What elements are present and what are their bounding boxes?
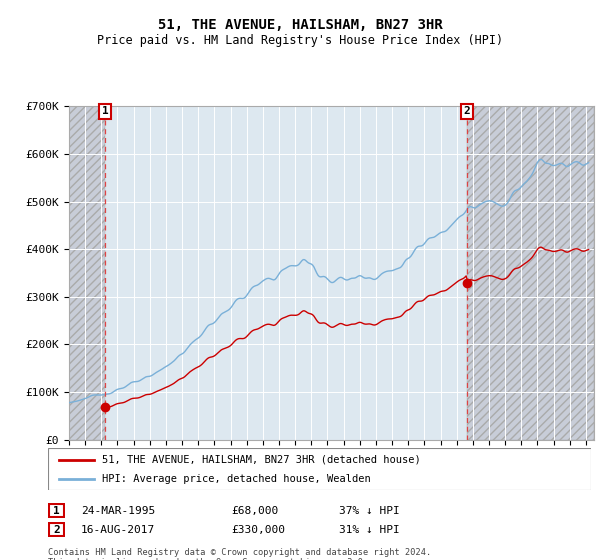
Text: 31% ↓ HPI: 31% ↓ HPI — [339, 525, 400, 535]
Text: 51, THE AVENUE, HAILSHAM, BN27 3HR (detached house): 51, THE AVENUE, HAILSHAM, BN27 3HR (deta… — [103, 455, 421, 465]
Text: HPI: Average price, detached house, Wealden: HPI: Average price, detached house, Weal… — [103, 474, 371, 484]
Text: 51, THE AVENUE, HAILSHAM, BN27 3HR: 51, THE AVENUE, HAILSHAM, BN27 3HR — [158, 18, 442, 32]
Text: 1: 1 — [53, 506, 60, 516]
FancyBboxPatch shape — [49, 504, 64, 517]
Text: 37% ↓ HPI: 37% ↓ HPI — [339, 506, 400, 516]
Bar — [69, 106, 105, 440]
FancyBboxPatch shape — [48, 448, 591, 490]
Text: 16-AUG-2017: 16-AUG-2017 — [81, 525, 155, 535]
FancyBboxPatch shape — [49, 523, 64, 536]
Text: Contains HM Land Registry data © Crown copyright and database right 2024.
This d: Contains HM Land Registry data © Crown c… — [48, 548, 431, 560]
Text: £330,000: £330,000 — [231, 525, 285, 535]
Text: Price paid vs. HM Land Registry's House Price Index (HPI): Price paid vs. HM Land Registry's House … — [97, 34, 503, 46]
Text: £68,000: £68,000 — [231, 506, 278, 516]
Text: 24-MAR-1995: 24-MAR-1995 — [81, 506, 155, 516]
Bar — [467, 106, 594, 440]
Text: 2: 2 — [463, 106, 470, 116]
Text: 1: 1 — [101, 106, 109, 116]
Text: 2: 2 — [53, 525, 60, 535]
